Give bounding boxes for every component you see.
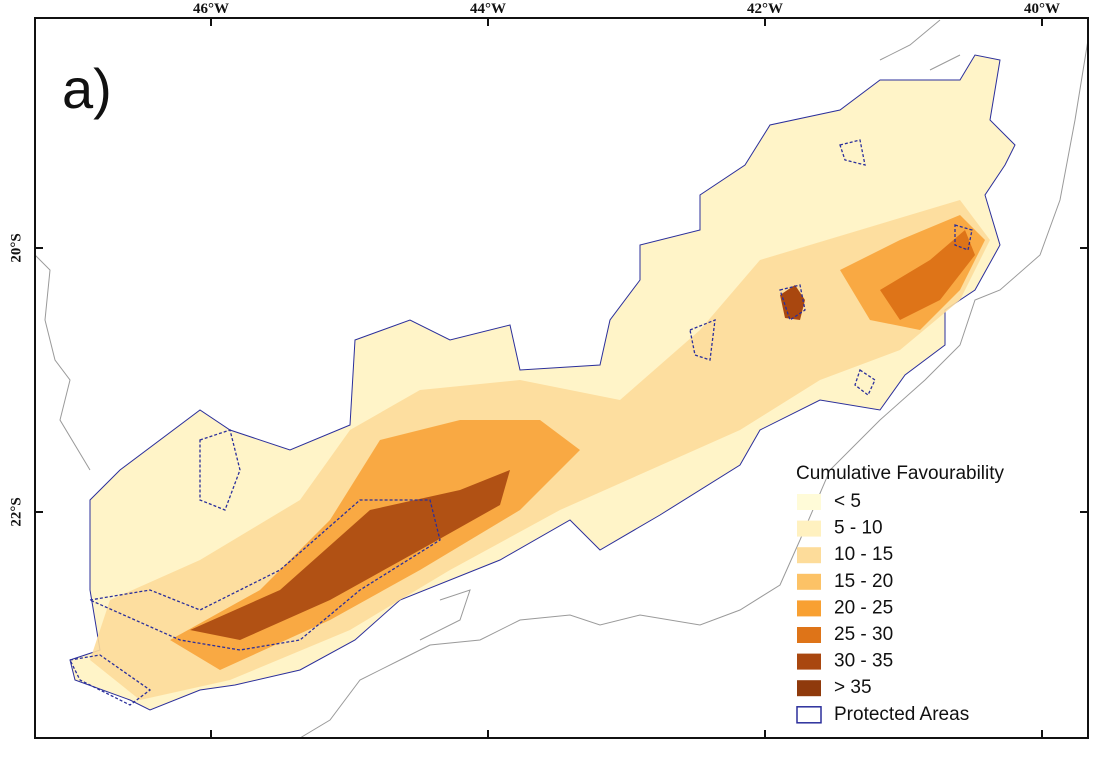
latitude-label: 22°S bbox=[8, 497, 24, 526]
legend: Cumulative Favourability < 5 5 - 10 10 - 1… bbox=[796, 463, 1005, 725]
legend-swatch bbox=[797, 547, 821, 564]
legend-label: 10 - 15 bbox=[834, 544, 893, 565]
legend-swatch bbox=[797, 627, 821, 643]
legend-swatch bbox=[797, 680, 821, 697]
legend-swatch bbox=[797, 600, 821, 617]
legend-label: 30 - 35 bbox=[834, 651, 893, 672]
longitude-label: 40°W bbox=[1024, 1, 1060, 17]
longitude-label: 42°W bbox=[747, 1, 783, 17]
latitude-label: 20°S bbox=[8, 233, 24, 262]
peak-zone bbox=[190, 470, 510, 640]
peak-spot bbox=[780, 285, 805, 320]
legend-swatch bbox=[797, 494, 821, 510]
legend-label: Protected Areas bbox=[834, 704, 969, 725]
frame bbox=[34, 17, 1089, 739]
legend-label: 5 - 10 bbox=[834, 518, 883, 539]
legend-label: > 35 bbox=[834, 677, 872, 698]
legend-swatch bbox=[797, 573, 821, 590]
panel-label: a) bbox=[62, 57, 112, 120]
legend-title: Cumulative Favourability bbox=[796, 463, 1005, 484]
legend-swatch bbox=[797, 653, 821, 670]
longitude-label: 44°W bbox=[470, 1, 506, 17]
legend-label: 20 - 25 bbox=[834, 597, 893, 618]
legend-label: 15 - 20 bbox=[834, 571, 893, 592]
protected-areas bbox=[69, 139, 973, 706]
peak-zone-ne bbox=[880, 230, 975, 320]
longitude-label: 46°W bbox=[193, 1, 229, 17]
legend-label: 25 - 30 bbox=[834, 624, 893, 645]
legend-label: < 5 bbox=[834, 491, 861, 512]
coastline bbox=[34, 19, 1089, 739]
legend-swatch bbox=[797, 520, 821, 537]
legend-swatch bbox=[796, 706, 822, 724]
